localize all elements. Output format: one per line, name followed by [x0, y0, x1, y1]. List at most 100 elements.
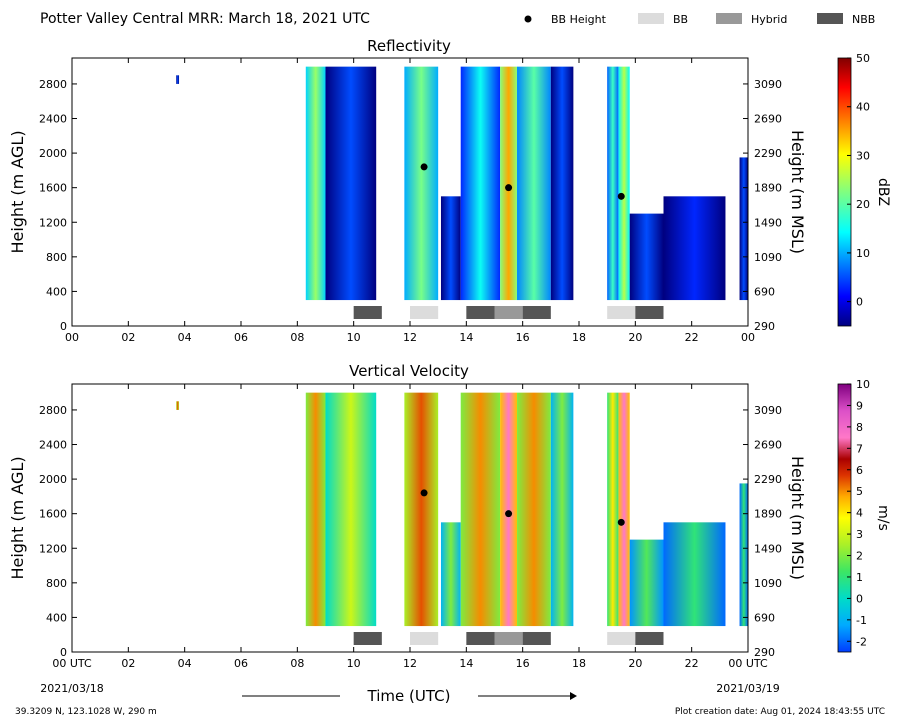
- reflectivity-precip-band: [176, 75, 180, 84]
- vertical-velocity-x-tick-label: 10: [347, 657, 361, 670]
- vertical-velocity-colorbar-tick-label: 8: [856, 421, 863, 434]
- vertical-velocity-y2-tick-label: 690: [754, 611, 775, 624]
- legend-nbb-label: NBB: [852, 13, 875, 26]
- vertical-velocity-bb-type-bb: [607, 632, 636, 645]
- reflectivity-precip-band: [607, 66, 619, 301]
- reflectivity-precip-band: [460, 66, 501, 301]
- reflectivity-bb-type-bb: [607, 306, 636, 319]
- vertical-velocity-colorbar: -2 -1 0 1 2 3 4 5 6 7 8 9 10: [837, 378, 870, 653]
- vertical-velocity-y2label: Height (m MSL): [788, 456, 807, 580]
- legend-nbb-swatch: [817, 13, 843, 24]
- reflectivity-y-tick-label: 400: [46, 285, 67, 298]
- vertical-velocity-precip-band: [550, 392, 574, 627]
- legend-hybrid-swatch: [716, 13, 742, 24]
- legend-bb-swatch: [638, 13, 664, 24]
- reflectivity-bb-type-bb: [410, 306, 439, 319]
- vertical-velocity-precip-band: [663, 522, 726, 627]
- time-arrow-head: [570, 692, 577, 700]
- reflectivity-y-tick-label: 2800: [39, 78, 67, 91]
- vertical-velocity-y-tick-label: 800: [46, 577, 67, 590]
- reflectivity-x-tick-label: 18: [572, 331, 586, 344]
- creation-date-label: Plot creation date: Aug 01, 2024 18:43:5…: [675, 707, 885, 717]
- time-axis-label: Time (UTC): [367, 687, 451, 705]
- vertical-velocity-colorbar-tick-label: -2: [856, 635, 867, 648]
- vertical-velocity-precip-band: [517, 392, 551, 627]
- vertical-velocity-panel: Vertical Velocity 00 UTC 02 04 06 08 10 12 14 16…: [8, 362, 891, 670]
- vertical-velocity-colorbar-label: m/s: [875, 505, 891, 531]
- vertical-velocity-precip-band: [325, 392, 377, 627]
- vertical-velocity-y2-tick-label: 290: [754, 646, 775, 659]
- reflectivity-precip-band: [517, 66, 551, 301]
- vertical-velocity-precip-band: [460, 392, 501, 627]
- vertical-velocity-precip-band: [607, 392, 619, 627]
- reflectivity-y2-tick-label: 1890: [754, 182, 782, 195]
- legend-bb-label: BB: [673, 13, 688, 26]
- vertical-velocity-ylabel: Height (m AGL): [8, 456, 27, 579]
- vertical-velocity-y2-tick-label: 2290: [754, 473, 782, 486]
- reflectivity-precip-band: [550, 66, 574, 301]
- vertical-velocity-x-tick-label: 16: [516, 657, 530, 670]
- reflectivity-precip-band: [663, 196, 726, 301]
- reflectivity-bb-height-point: [617, 192, 625, 200]
- vertical-velocity-y-tick-label: 2400: [39, 439, 67, 452]
- vertical-velocity-bb-height-point: [617, 518, 625, 526]
- reflectivity-y2-tick-label: 2690: [754, 113, 782, 126]
- reflectivity-x-tick-label: 20: [628, 331, 642, 344]
- vertical-velocity-precip-band: [440, 522, 461, 627]
- reflectivity-x-tick-label: 14: [459, 331, 473, 344]
- figure-title: Potter Valley Central MRR: March 18, 202…: [40, 11, 370, 27]
- vertical-velocity-x-tick-label: 06: [234, 657, 248, 670]
- vertical-velocity-bb-height-point: [420, 489, 428, 497]
- reflectivity-y2-tick-label: 3090: [754, 78, 782, 91]
- legend: BB Height BB Hybrid NBB: [524, 13, 875, 26]
- reflectivity-y2-tick-label: 1490: [754, 216, 782, 229]
- vertical-velocity-x-tick-label: 08: [290, 657, 304, 670]
- vertical-velocity-plot-area: 00 UTC 02 04 06 08 10 12 14 16 18 20 22 00 UTC040080…: [39, 383, 782, 670]
- vertical-velocity-colorbar-tick-label: 3: [856, 528, 863, 541]
- vertical-velocity-precip-band: [629, 539, 664, 627]
- reflectivity-plot-area: 00 02 04 06 08 10 12 14 16 18 20 22 0004008001200160…: [39, 57, 782, 344]
- reflectivity-x-tick-label: 12: [403, 331, 417, 344]
- vertical-velocity-bb-type-nbb: [635, 632, 664, 645]
- vertical-velocity-x-tick-label: 12: [403, 657, 417, 670]
- reflectivity-colorbar: 0 10 20 30 40 50: [837, 52, 870, 327]
- reflectivity-y-tick-label: 2000: [39, 147, 67, 160]
- location-label: 39.3209 N, 123.1028 W, 290 m: [15, 707, 157, 717]
- vertical-velocity-bb-type-bb: [410, 632, 439, 645]
- vertical-velocity-x-tick-label: 20: [628, 657, 642, 670]
- vertical-velocity-y2-tick-label: 1090: [754, 577, 782, 590]
- vertical-velocity-x-tick-label: 02: [121, 657, 135, 670]
- reflectivity-precip-band: [739, 157, 748, 301]
- reflectivity-bb-height-point: [420, 163, 428, 171]
- start-date-label: 2021/03/18: [40, 682, 103, 695]
- reflectivity-x-tick-label: 16: [516, 331, 530, 344]
- vertical-velocity-y2-tick-label: 3090: [754, 404, 782, 417]
- vertical-velocity-bb-type-nbb: [522, 632, 551, 645]
- reflectivity-y2-tick-label: 690: [754, 285, 775, 298]
- vertical-velocity-colorbar-ramp: [837, 383, 852, 653]
- reflectivity-x-tick-label: 08: [290, 331, 304, 344]
- vertical-velocity-y-tick-label: 1600: [39, 508, 67, 521]
- vertical-velocity-title: Vertical Velocity: [349, 362, 469, 380]
- reflectivity-colorbar-tick-label: 40: [856, 101, 870, 114]
- reflectivity-colorbar-label: dBZ: [875, 178, 891, 206]
- reflectivity-y-tick-label: 1600: [39, 182, 67, 195]
- reflectivity-y-tick-label: 800: [46, 251, 67, 264]
- vertical-velocity-x-tick-label: 00 UTC: [728, 657, 768, 670]
- reflectivity-x-tick-label: 00: [741, 331, 755, 344]
- reflectivity-colorbar-ramp: [837, 57, 852, 327]
- reflectivity-bb-type-nbb: [522, 306, 551, 319]
- vertical-velocity-precip-band: [404, 392, 439, 627]
- reflectivity-colorbar-tick-label: 20: [856, 198, 870, 211]
- vertical-velocity-colorbar-tick-label: 5: [856, 485, 863, 498]
- vertical-velocity-colorbar-tick-label: 10: [856, 378, 870, 391]
- vertical-velocity-colorbar-tick-label: 9: [856, 399, 863, 412]
- reflectivity-x-tick-label: 22: [685, 331, 699, 344]
- reflectivity-y2-tick-label: 290: [754, 320, 775, 333]
- vertical-velocity-colorbar-tick-label: 6: [856, 464, 863, 477]
- reflectivity-colorbar-tick-label: 50: [856, 52, 870, 65]
- vertical-velocity-y-tick-label: 400: [46, 611, 67, 624]
- vertical-velocity-y2-tick-label: 1490: [754, 542, 782, 555]
- reflectivity-y2label: Height (m MSL): [788, 130, 807, 254]
- reflectivity-y2-tick-label: 1090: [754, 251, 782, 264]
